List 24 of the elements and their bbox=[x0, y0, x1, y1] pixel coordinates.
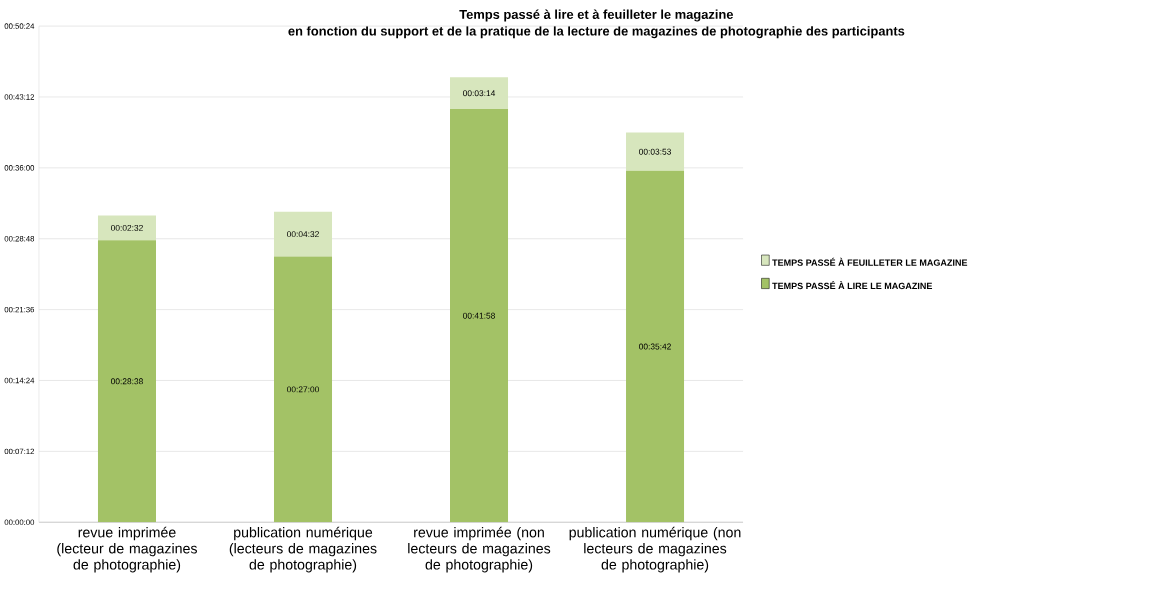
data-label: 00:27:00 bbox=[287, 386, 319, 393]
data-label: 00:35:42 bbox=[639, 343, 671, 350]
bar bbox=[97, 215, 156, 241]
x-tick-label: revue imprimée (non lecteurs de magazines de photographie) bbox=[408, 527, 551, 573]
legend-label: TEMPS PASSÉ À LIRE LE MAGAZINE bbox=[772, 281, 933, 290]
chart-title: Temps passé à lire et à feuilleter le magazine bbox=[459, 9, 734, 22]
bar bbox=[97, 240, 156, 523]
bar bbox=[450, 77, 509, 110]
bar bbox=[273, 212, 333, 257]
x-tick-label: revue imprimée (lecteur de magazines de photographie) bbox=[57, 527, 197, 573]
x-tick-label: publication numérique (non lecteurs de magazines de photographie) bbox=[569, 527, 741, 573]
chart-subtitle: en fonction du support et de la pratique de la lecture de magazines de photographie des participants bbox=[288, 26, 905, 39]
data-label: 00:41:58 bbox=[463, 312, 495, 319]
bar bbox=[450, 109, 509, 523]
data-label: 00:03:14 bbox=[463, 90, 496, 97]
bar bbox=[626, 132, 685, 172]
x-tick-label: publication numérique (lecteurs de magazines de photographie) bbox=[229, 527, 377, 573]
bar bbox=[273, 256, 333, 523]
data-label: 00:02:32 bbox=[111, 225, 143, 232]
data-label: 00:28:38 bbox=[111, 378, 143, 385]
data-label: 00:04:32 bbox=[287, 231, 319, 238]
legend-label: TEMPS PASSÉ À FEUILLETER LE MAGAZINE bbox=[772, 258, 968, 267]
bar bbox=[626, 171, 685, 523]
data-label: 00:03:53 bbox=[639, 148, 671, 155]
